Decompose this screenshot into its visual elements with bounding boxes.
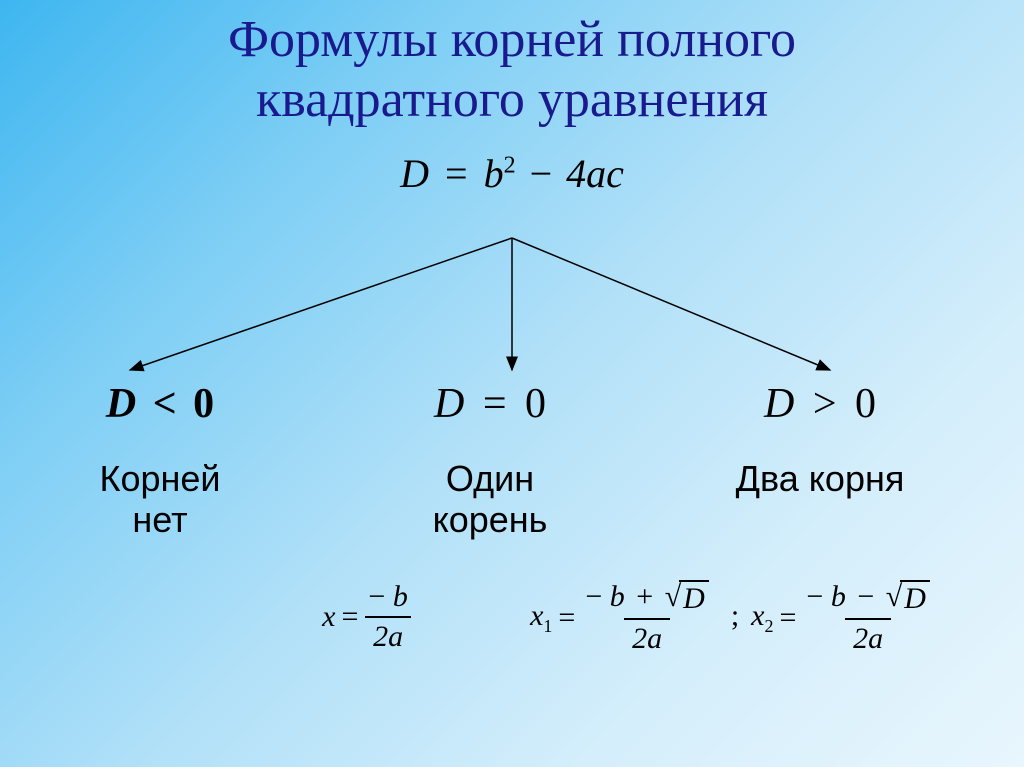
x1-sqrt: √ D — [665, 580, 709, 616]
x2-fraction: − b − √ D 2a — [800, 580, 935, 656]
arrow-left — [130, 238, 512, 370]
x1-b: b — [610, 580, 625, 613]
cond-mid-zero: 0 — [525, 381, 546, 427]
disc-eq: = — [445, 151, 468, 196]
cond-left-D: D — [106, 381, 136, 427]
x1-sqrt-D: D — [679, 580, 709, 616]
disc-b: b — [484, 151, 504, 196]
x2-minus2: − — [857, 580, 874, 613]
cond-mid-op: = — [483, 381, 507, 427]
x1-sub: 1 — [543, 616, 552, 636]
x2-b: b — [831, 580, 846, 613]
cond-right-D: D — [764, 381, 794, 427]
disc-minus: − — [530, 151, 553, 196]
cond-right-zero: 0 — [855, 381, 876, 427]
x1-fraction: − b + √ D 2a — [579, 580, 714, 656]
single-num-b: b — [393, 580, 408, 613]
arrow-right — [512, 238, 830, 370]
label-right-1: Два корня — [736, 458, 905, 499]
x1-lhs: x — [530, 599, 543, 632]
branch-one-root: D = 0 Один корень — [340, 380, 640, 541]
x2-den: 2a — [845, 618, 891, 656]
formula-single-root: x = − b 2a — [280, 580, 460, 654]
title-line1: Формулы корней полного — [228, 11, 796, 68]
label-one-root: Один корень — [340, 458, 640, 541]
x1-den: 2a — [624, 618, 670, 656]
label-left-2: нет — [132, 499, 187, 540]
x2-sqrt: √ D — [886, 580, 930, 616]
branch-arrows — [0, 230, 1024, 390]
x2-sqrt-D: D — [900, 580, 930, 616]
label-no-roots: Корней нет — [30, 458, 290, 541]
cond-right-op: > — [813, 381, 837, 427]
x1-eq: = — [558, 601, 575, 635]
formula-separator: ; — [731, 599, 739, 632]
disc-4ac: 4ac — [566, 151, 624, 196]
cond-left-op: < — [153, 381, 177, 427]
disc-D: D — [400, 151, 429, 196]
label-mid-2: корень — [433, 499, 548, 540]
cond-d-lt-0: D < 0 — [30, 380, 290, 428]
discriminant-formula: D = b2 − 4ac — [0, 150, 1024, 197]
single-eq: = — [341, 600, 358, 634]
cond-left-zero: 0 — [193, 381, 214, 427]
x2-minus: − — [806, 580, 823, 613]
formula-two-roots: x1 = − b + √ D 2a ; x2 = — [470, 580, 1000, 656]
single-num-minus: − — [368, 580, 385, 613]
x1-minus: − — [585, 580, 602, 613]
x2-eq: = — [780, 601, 797, 635]
cond-d-eq-0: D = 0 — [340, 380, 640, 428]
x2-lhs: x — [751, 599, 764, 632]
label-left-1: Корней — [99, 458, 220, 499]
cond-mid-D: D — [434, 381, 464, 427]
cond-d-gt-0: D > 0 — [640, 380, 1000, 428]
x1-plus: + — [636, 580, 653, 613]
disc-exp: 2 — [504, 152, 516, 178]
branch-two-roots: D > 0 Два корня — [640, 380, 1000, 499]
single-den: 2a — [365, 616, 411, 654]
label-mid-1: Один — [446, 458, 534, 499]
title-line2: квадратного уравнения — [256, 71, 768, 128]
single-fraction: − b 2a — [362, 580, 413, 654]
slide-title: Формулы корней полного квадратного уравн… — [0, 0, 1024, 130]
branch-no-roots: D < 0 Корней нет — [30, 380, 290, 541]
label-two-roots: Два корня — [640, 458, 1000, 499]
single-x: x — [322, 600, 335, 634]
x2-sub: 2 — [765, 616, 774, 636]
